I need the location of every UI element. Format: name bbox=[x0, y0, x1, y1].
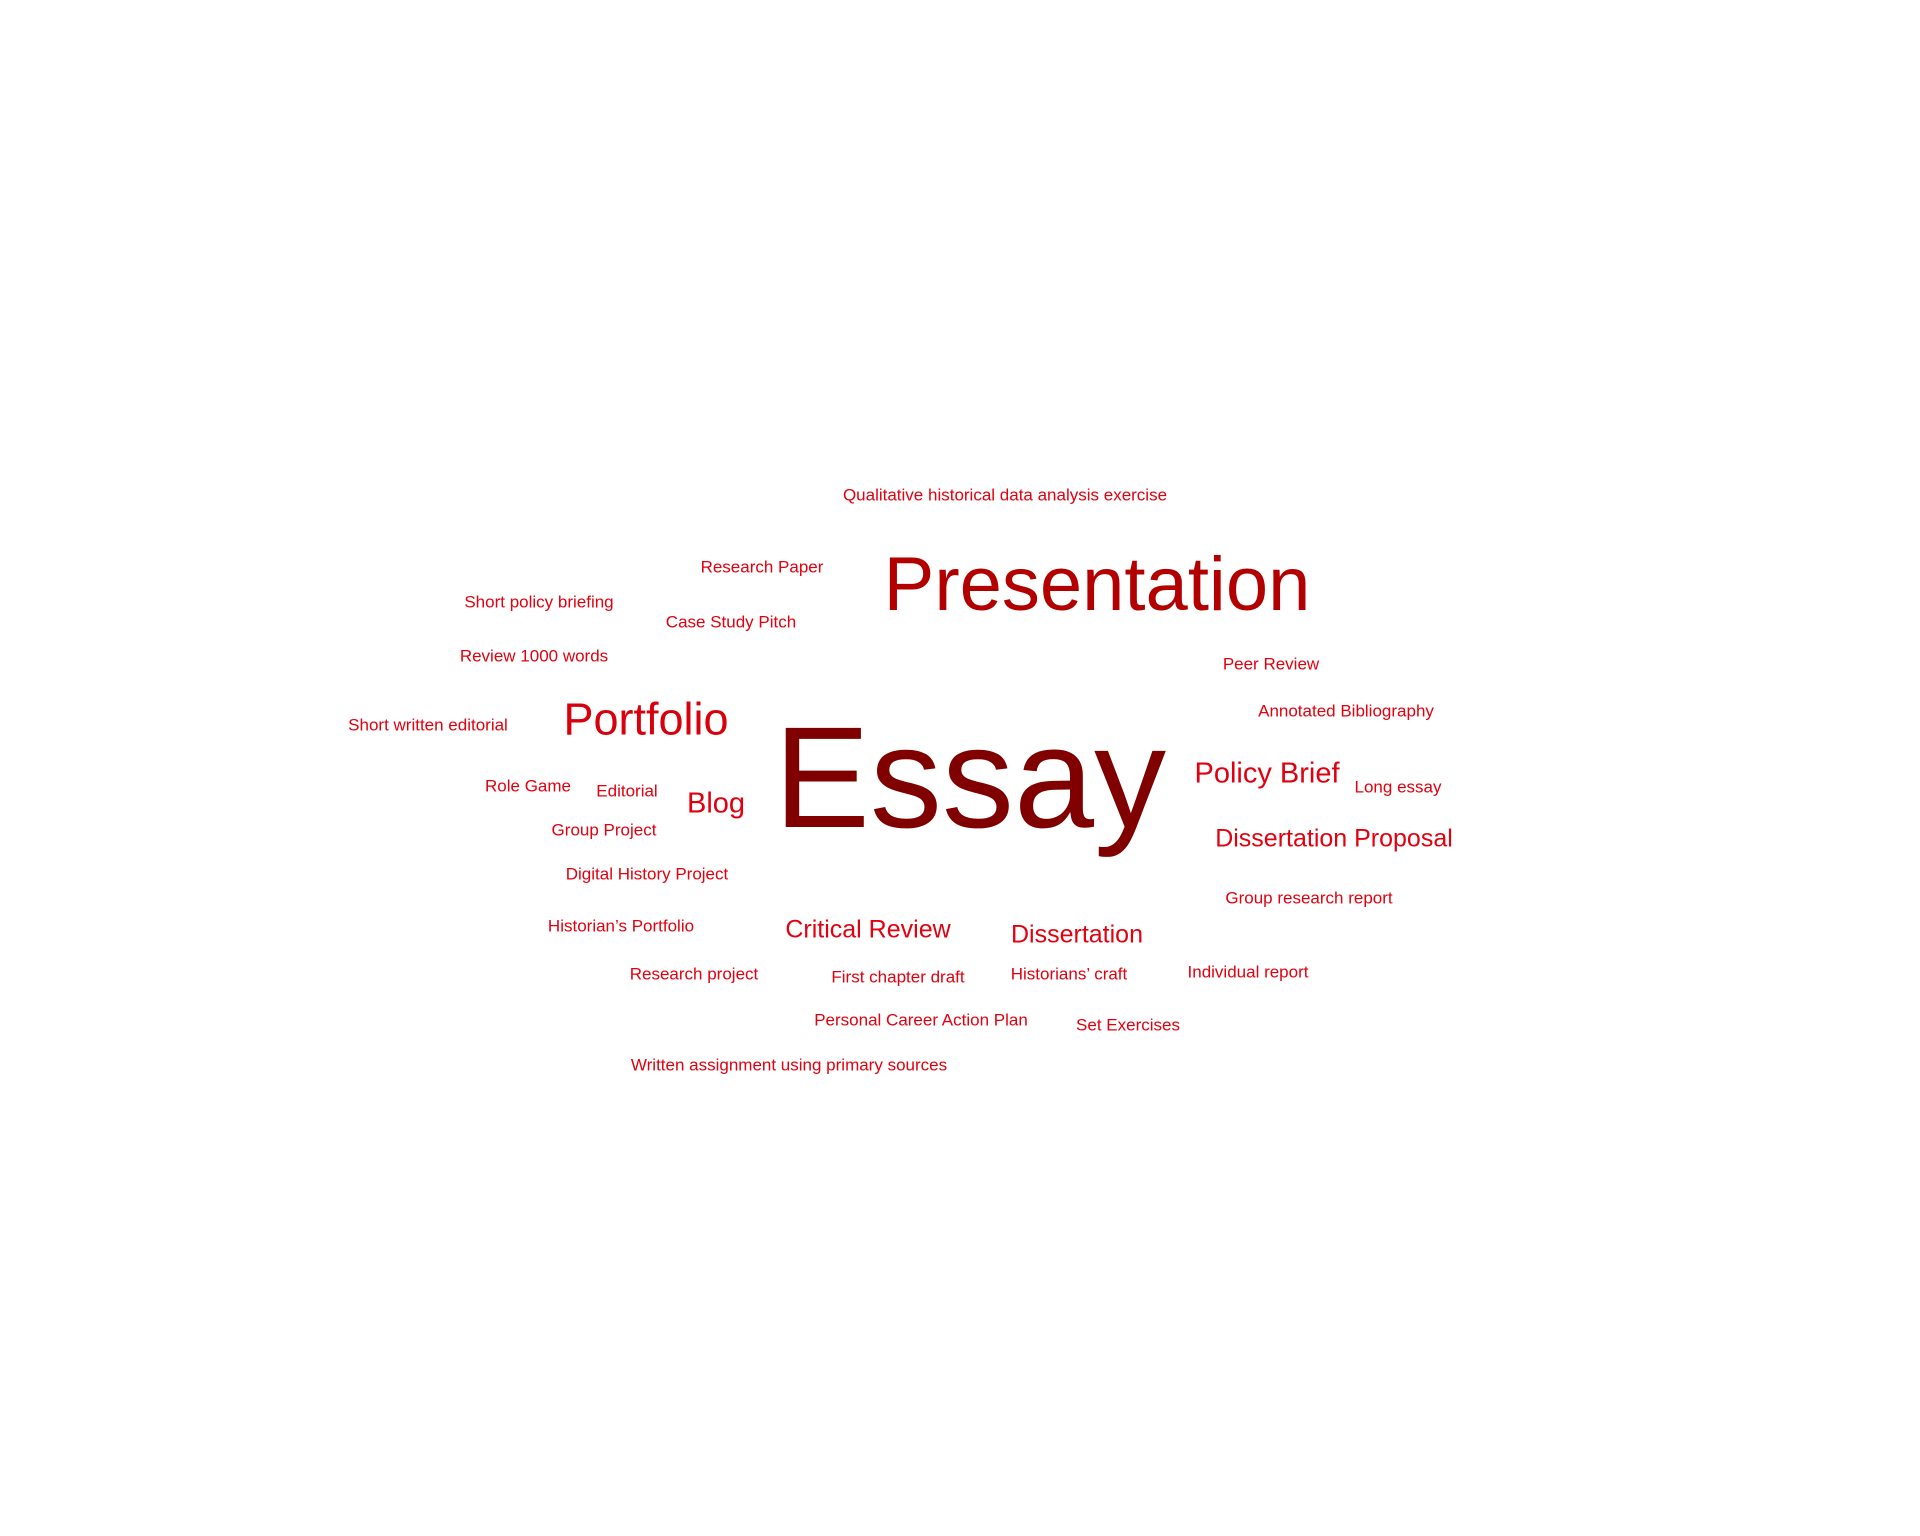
word-dissertation: Dissertation bbox=[1011, 920, 1143, 949]
word-written-assignment-using-primary-sources: Written assignment using primary sources bbox=[630, 1055, 948, 1075]
word-blog: Blog bbox=[686, 787, 746, 820]
word-review-1000-words: Review 1000 words bbox=[459, 646, 609, 666]
word-short-policy-briefing: Short policy briefing bbox=[464, 592, 614, 612]
word-presentation: Presentation bbox=[883, 542, 1311, 627]
word-research-project: Research project bbox=[629, 964, 759, 984]
word-digital-history-project: Digital History Project bbox=[565, 864, 729, 884]
word-role-game: Role Game bbox=[485, 776, 571, 796]
word-critical-review: Critical Review bbox=[785, 915, 951, 944]
word-group-research-report: Group research report bbox=[1225, 888, 1393, 908]
word-research-paper: Research Paper bbox=[700, 557, 824, 577]
word-dissertation-proposal: Dissertation Proposal bbox=[1215, 824, 1453, 853]
word-essay: Essay bbox=[773, 697, 1167, 858]
word-first-chapter-draft: First chapter draft bbox=[831, 967, 965, 987]
word-personal-career-action-plan: Personal Career Action Plan bbox=[814, 1010, 1028, 1030]
word-policy-brief: Policy Brief bbox=[1194, 757, 1340, 790]
word-short-written-editorial: Short written editorial bbox=[348, 715, 508, 735]
word-historians-portfolio: Historian’s Portfolio bbox=[547, 916, 695, 936]
word-historians-craft: Historians’ craft bbox=[1010, 964, 1128, 984]
word-annotated-bibliography: Annotated Bibliography bbox=[1258, 701, 1434, 721]
word-qualitative-historical-data-analysis-exercise: Qualitative historical data analysis exe… bbox=[842, 485, 1168, 505]
word-portfolio: Portfolio bbox=[563, 693, 729, 745]
word-case-study-pitch: Case Study Pitch bbox=[665, 612, 797, 632]
word-peer-review: Peer Review bbox=[1222, 654, 1320, 674]
word-set-exercises: Set Exercises bbox=[1076, 1015, 1180, 1035]
word-group-project: Group Project bbox=[551, 820, 657, 840]
word-individual-report: Individual report bbox=[1187, 962, 1309, 982]
word-long-essay: Long essay bbox=[1354, 777, 1442, 797]
word-editorial: Editorial bbox=[596, 781, 658, 801]
